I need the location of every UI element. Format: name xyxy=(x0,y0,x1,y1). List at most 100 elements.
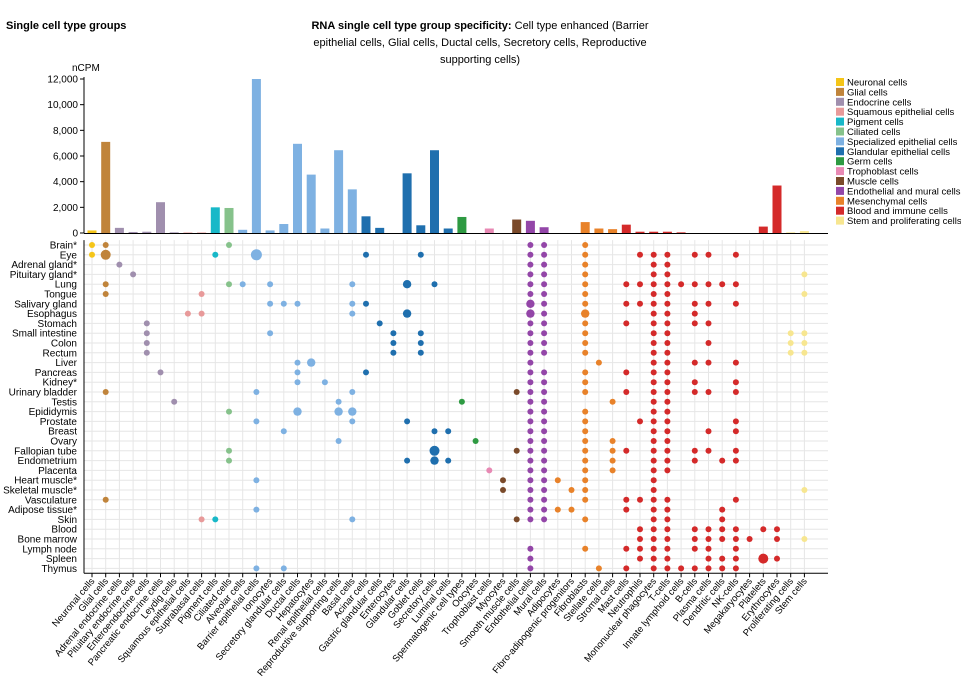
dot xyxy=(472,438,479,444)
dot xyxy=(541,261,548,268)
dot xyxy=(595,359,602,366)
dot xyxy=(650,428,657,435)
bar xyxy=(758,226,768,233)
dot xyxy=(623,545,630,552)
dot xyxy=(664,447,671,454)
dot xyxy=(650,310,657,317)
dot xyxy=(650,467,657,474)
dot xyxy=(431,281,438,288)
y-tick-label: 12,000 xyxy=(47,75,78,86)
dot xyxy=(582,340,589,346)
dot xyxy=(417,251,424,258)
bar xyxy=(210,207,220,233)
dot xyxy=(526,299,535,308)
legend-label: Blood and immune cells xyxy=(847,206,948,217)
legend-label: Stem and proliferating cells xyxy=(847,216,961,227)
dot xyxy=(787,349,794,356)
dot xyxy=(650,369,657,376)
dot xyxy=(732,389,739,395)
bar xyxy=(347,189,357,233)
bar xyxy=(87,230,97,233)
row-label: Blood xyxy=(51,525,77,536)
dot xyxy=(623,300,630,307)
dot xyxy=(527,496,534,503)
legend-swatch xyxy=(836,206,844,215)
dot xyxy=(719,555,726,562)
dot xyxy=(664,418,671,425)
dot xyxy=(527,261,534,268)
dot xyxy=(691,536,698,542)
dot xyxy=(705,340,712,346)
dot xyxy=(650,536,657,542)
dot xyxy=(705,447,712,454)
dot xyxy=(102,291,109,297)
dot xyxy=(705,359,712,366)
dot xyxy=(349,310,356,317)
dot xyxy=(280,428,287,435)
y-tick-label: 10,000 xyxy=(47,100,78,111)
dot xyxy=(541,496,548,503)
dot xyxy=(650,526,657,533)
dot xyxy=(527,379,534,386)
dot xyxy=(609,457,616,464)
dot xyxy=(582,496,589,503)
row-label: Bone marrow xyxy=(18,535,78,546)
dot xyxy=(705,251,712,258)
dot xyxy=(527,281,534,288)
dot xyxy=(417,340,424,346)
dot xyxy=(801,349,808,356)
dot xyxy=(402,309,412,318)
dot xyxy=(541,477,548,484)
dot xyxy=(500,487,506,493)
dot xyxy=(650,349,657,356)
dot xyxy=(732,496,739,503)
dot xyxy=(582,281,589,288)
dot xyxy=(650,291,657,297)
bar xyxy=(128,231,138,233)
dot xyxy=(650,555,657,562)
dot xyxy=(527,389,534,395)
left-title: Single cell type groups xyxy=(6,20,127,32)
dot xyxy=(664,310,671,317)
dot xyxy=(198,516,205,523)
bar xyxy=(183,232,193,233)
bar xyxy=(594,228,604,233)
dot xyxy=(226,242,232,248)
bar xyxy=(580,222,590,233)
legend-swatch xyxy=(836,127,844,136)
row-label: Kidney* xyxy=(43,378,78,389)
dot xyxy=(774,526,780,533)
dot xyxy=(541,369,548,376)
bar xyxy=(635,231,645,233)
dot xyxy=(801,487,808,493)
bar xyxy=(142,231,152,233)
legend-swatch xyxy=(836,177,844,185)
dot xyxy=(664,457,671,464)
dot xyxy=(637,545,643,552)
dot xyxy=(732,251,739,258)
dot xyxy=(143,340,150,346)
y-tick-label: 2,000 xyxy=(53,203,78,214)
dot xyxy=(664,438,671,444)
dot xyxy=(541,487,548,493)
legend-swatch xyxy=(836,97,844,106)
legend-swatch xyxy=(836,107,844,116)
dot xyxy=(623,565,630,572)
dot xyxy=(541,291,548,297)
dot xyxy=(650,418,657,425)
dot xyxy=(705,281,712,288)
dot xyxy=(787,330,794,337)
row-label: Urinary bladder xyxy=(9,388,78,399)
dot xyxy=(637,526,643,533)
row-label: Lymph node xyxy=(22,544,77,555)
dot xyxy=(664,536,671,542)
dot xyxy=(719,516,726,523)
dot xyxy=(705,555,712,562)
y-tick-label: 6,000 xyxy=(53,152,78,163)
dot xyxy=(527,418,534,425)
dot xyxy=(664,281,671,288)
legend-swatch xyxy=(836,196,844,205)
dot xyxy=(253,506,260,513)
dot xyxy=(100,249,111,260)
dot xyxy=(637,281,643,288)
